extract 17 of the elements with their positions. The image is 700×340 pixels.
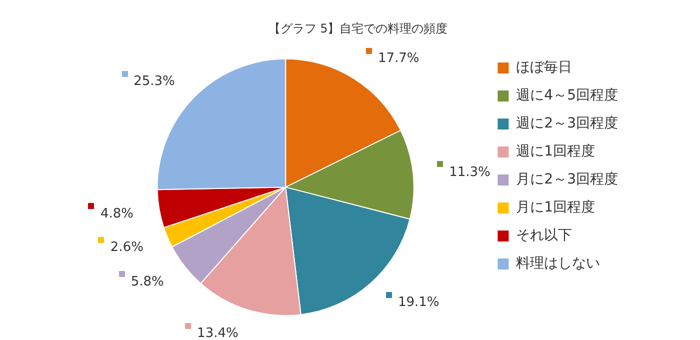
data-label: 2.6% [110, 240, 144, 256]
legend-label: ほぼ毎日 [516, 60, 572, 76]
legend-label: 料理はしない [516, 256, 600, 272]
data-label: 5.8% [130, 274, 164, 290]
data-label: 25.3% [134, 74, 175, 89]
data-label: 4.8% [100, 206, 134, 222]
legend-label: それ以下 [516, 228, 572, 244]
data-label: 19.1% [398, 295, 440, 310]
data-label: 11.3% [449, 164, 490, 180]
legend-label: 週に4～5回程度 [516, 88, 618, 104]
legend-label: 月に2～3回程度 [516, 172, 618, 188]
chart-title: 【グラフ 5】自宅での料理の頻度 [268, 21, 448, 36]
data-label: 13.4% [197, 326, 238, 340]
data-label: 17.7% [378, 51, 420, 66]
legend-label: 月に1回程度 [516, 200, 596, 216]
legend-label: 週に2～3回程度 [516, 116, 618, 132]
legend-label: 週に1回程度 [516, 144, 596, 160]
